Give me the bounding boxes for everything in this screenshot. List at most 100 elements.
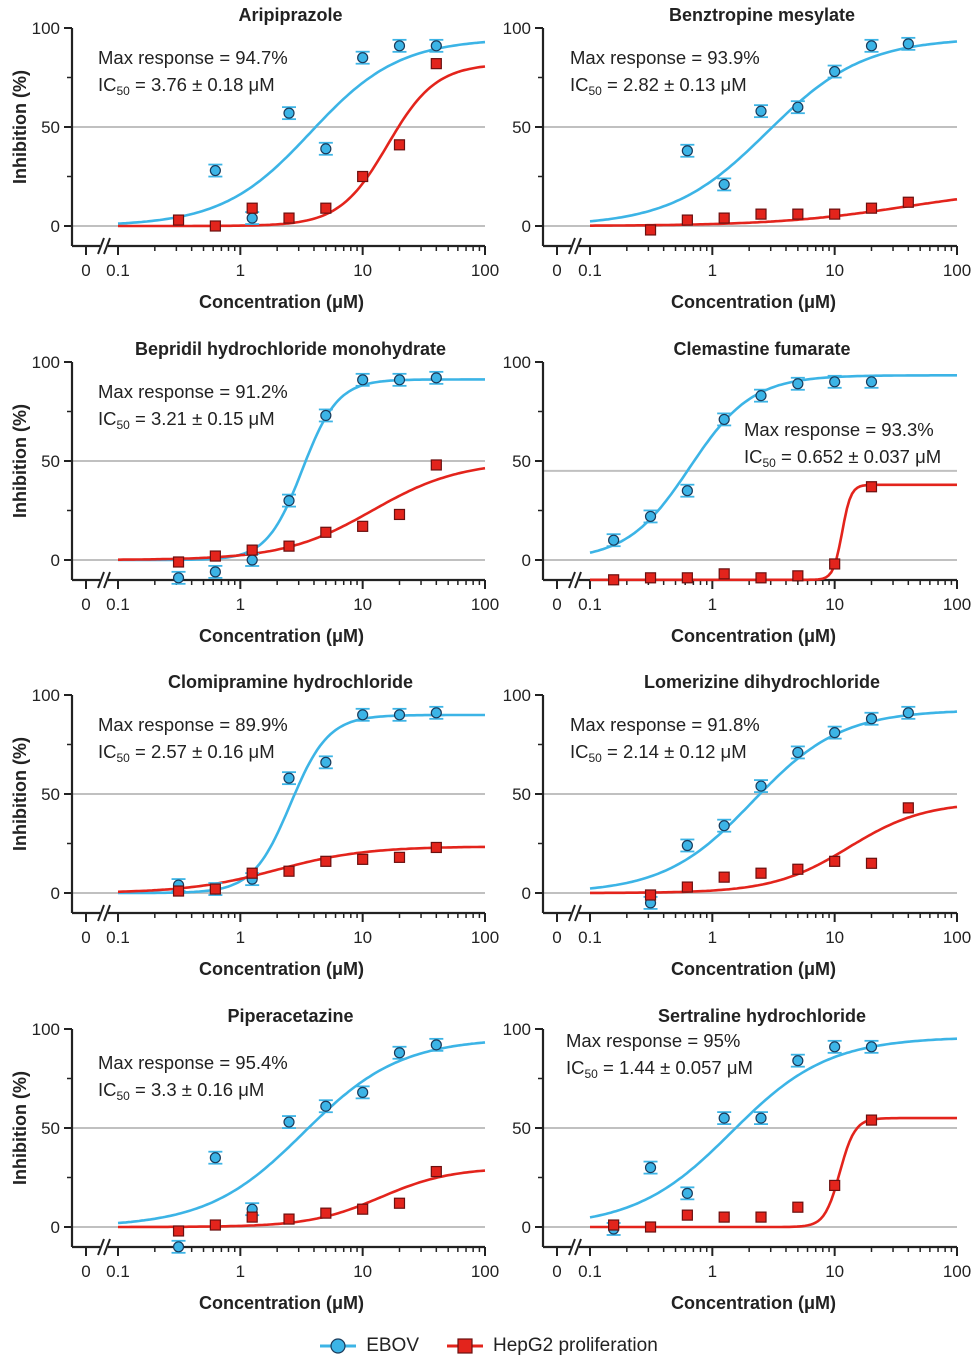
data-point-hepg2: [246, 544, 258, 556]
data-point-hepg2: [430, 58, 442, 70]
y-tick-label: 50: [512, 785, 531, 804]
y-tick-label: 0: [522, 884, 531, 903]
data-point-hepg2: [283, 865, 295, 877]
x-tick-label: 0.1: [106, 1262, 130, 1281]
data-point-ebov: [755, 105, 767, 117]
data-point-ebov: [755, 390, 767, 402]
data-point-ebov: [430, 372, 442, 384]
data-point-ebov: [393, 709, 406, 721]
x-tick-label: 1: [708, 261, 717, 280]
chart-title: Clomipramine hydrochloride: [168, 672, 413, 692]
data-point-ebov: [283, 1116, 295, 1128]
x-tick-label: 10: [353, 595, 372, 614]
x-tick-label: 1: [236, 928, 245, 947]
data-point-hepg2: [644, 1221, 657, 1233]
data-point-ebov: [320, 1100, 332, 1112]
data-point-ebov: [320, 409, 332, 422]
data-point-ebov: [755, 780, 767, 792]
ic50-label: IC50 = 3.3 ± 0.16 μM: [98, 1079, 264, 1103]
data-point-hepg2: [320, 202, 332, 214]
data-point-ebov: [172, 572, 185, 584]
axis-break-icon: [568, 1238, 576, 1256]
x-tick-label: 0.1: [106, 261, 130, 280]
axis-break-icon: [103, 1238, 111, 1256]
chart-panel-1: Aripiprazole 0 50 100 Inhibition (%) 0 0.1 1 10 1…: [10, 5, 499, 312]
ic50-prefix: IC: [744, 446, 763, 467]
y-tick-label: 100: [503, 19, 531, 38]
fit-curve-hepg2: [118, 1169, 486, 1229]
x-axis-title: Concentration (μM): [199, 626, 364, 646]
ic50-value: = 2.14 ± 0.12 μM: [602, 741, 747, 762]
x-tick-label: 0: [81, 595, 90, 614]
y-tick-label: 100: [503, 686, 531, 705]
y-tick-label: 50: [512, 118, 531, 137]
y-tick-label: 0: [51, 217, 60, 236]
ic50-value: = 1.44 ± 0.057 μM: [598, 1057, 753, 1078]
x-axis-title: Concentration (μM): [671, 959, 836, 979]
data-point-hepg2: [172, 214, 185, 226]
fit-curve-ebov: [589, 40, 958, 223]
ic50-value: = 3.3 ± 0.16 μM: [130, 1079, 264, 1100]
data-point-hepg2: [792, 1201, 804, 1213]
y-tick-label: 0: [522, 551, 531, 570]
x-tick-label: 0.1: [106, 595, 130, 614]
data-point-ebov: [865, 713, 878, 725]
data-point-ebov: [172, 1241, 185, 1253]
ic50-subscript: 50: [589, 751, 603, 765]
axis-break-icon: [97, 571, 105, 589]
fit-curve-ebov: [118, 378, 485, 562]
data-point-hepg2: [644, 889, 657, 901]
data-point-ebov: [209, 1152, 221, 1164]
x-tick-label: 1: [236, 1262, 245, 1281]
data-point-hepg2: [865, 202, 878, 214]
data-point-ebov: [644, 1161, 657, 1174]
data-point-ebov: [865, 376, 878, 388]
fit-curve-ebov: [117, 40, 486, 225]
data-point-hepg2: [902, 196, 914, 208]
y-tick-label: 0: [51, 1218, 60, 1237]
x-tick-label: 0.1: [578, 595, 602, 614]
ic50-prefix: IC: [570, 741, 589, 762]
data-point-hepg2: [393, 851, 406, 863]
ic50-prefix: IC: [98, 741, 117, 762]
data-point-hepg2: [209, 883, 221, 895]
x-tick-label: 10: [353, 928, 372, 947]
chart-panel-8: Sertraline hydrochloride 0 50 100 0 0.1 1 10 100…: [503, 1006, 972, 1313]
data-point-hepg2: [644, 572, 657, 584]
data-point-hepg2: [320, 1207, 332, 1219]
axis-break-icon: [574, 237, 582, 255]
x-tick-label: 0: [552, 1262, 561, 1281]
ic50-prefix: IC: [98, 408, 117, 429]
ic50-subscript: 50: [117, 751, 131, 765]
ic50-prefix: IC: [566, 1057, 585, 1078]
data-point-ebov: [209, 164, 221, 177]
max-response-label: Max response = 91.8%: [570, 714, 760, 735]
ic50-subscript: 50: [117, 84, 131, 98]
axis-break-icon: [574, 1238, 582, 1256]
legend-label-ebov: EBOV: [366, 1335, 420, 1356]
data-point-hepg2: [681, 572, 693, 584]
data-point-hepg2: [393, 139, 406, 151]
data-point-hepg2: [283, 212, 295, 224]
data-point-ebov: [681, 485, 693, 497]
data-point-ebov: [681, 1187, 693, 1199]
axis-break-icon: [568, 237, 576, 255]
axis-break-icon: [574, 904, 582, 922]
data-point-hepg2: [608, 574, 620, 586]
data-point-hepg2: [829, 855, 841, 867]
x-tick-label: 1: [708, 928, 717, 947]
data-point-ebov: [902, 38, 914, 50]
data-point-ebov: [430, 707, 442, 719]
data-point-ebov: [792, 746, 804, 759]
x-axis-title: Concentration (μM): [671, 292, 836, 312]
fit-curve-hepg2: [590, 483, 957, 582]
data-point-ebov: [246, 554, 258, 566]
data-point-hepg2: [755, 867, 767, 879]
x-tick-label: 100: [943, 261, 971, 280]
data-point-hepg2: [829, 558, 841, 570]
x-tick-label: 0: [81, 261, 90, 280]
data-point-hepg2: [718, 212, 730, 224]
data-point-hepg2: [283, 540, 295, 552]
x-axis-title: Concentration (μM): [199, 292, 364, 312]
x-tick-label: 10: [825, 928, 844, 947]
